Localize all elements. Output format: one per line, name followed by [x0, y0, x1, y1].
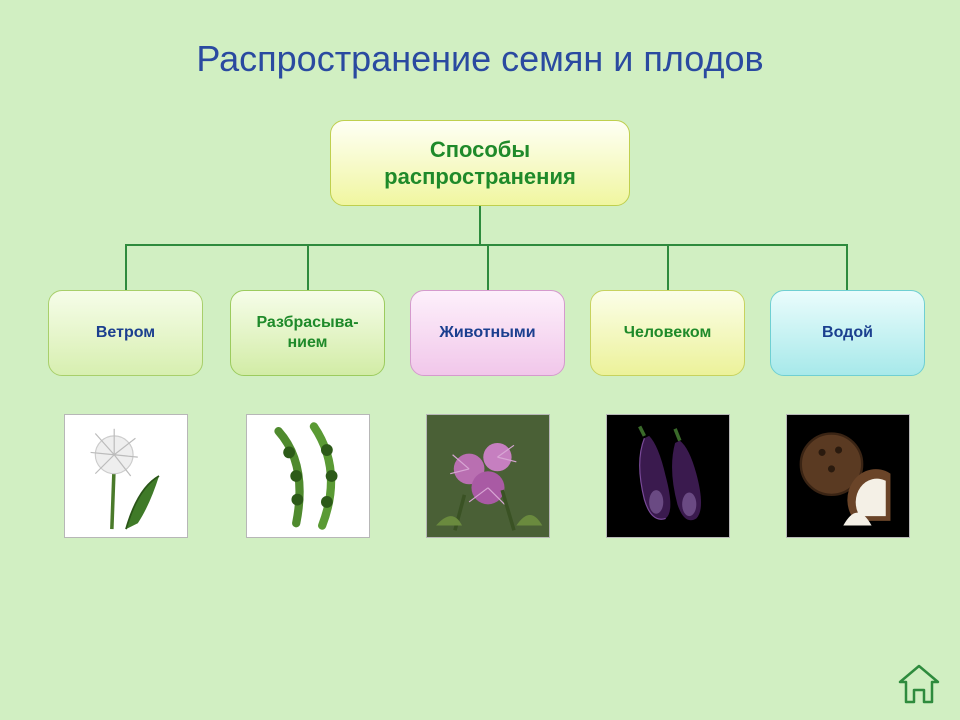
image-peapods	[246, 414, 370, 538]
connector-drop-5	[846, 244, 848, 290]
image-coconut	[786, 414, 910, 538]
connector-root-down	[479, 206, 481, 244]
root-line2: распространения	[384, 163, 576, 191]
child-label: Человеком	[624, 323, 712, 343]
child-node-water: Водой	[770, 290, 925, 376]
root-line1: Способы	[430, 136, 530, 164]
dandelion-icon	[67, 417, 185, 535]
eggplant-icon	[609, 417, 727, 535]
connector-drop-1	[125, 244, 127, 290]
child-label: Ветром	[96, 323, 155, 343]
connector-drop-4	[667, 244, 669, 290]
image-dandelion	[64, 414, 188, 538]
child-label: Разбрасыва-нием	[256, 313, 358, 353]
connector-drop-3	[487, 244, 489, 290]
image-eggplant	[606, 414, 730, 538]
coconut-icon	[789, 417, 907, 535]
burdock-icon	[429, 417, 547, 535]
child-node-wind: Ветром	[48, 290, 203, 376]
connector-drop-2	[307, 244, 309, 290]
page-title: Распространение семян и плодов	[0, 38, 960, 80]
child-node-human: Человеком	[590, 290, 745, 376]
image-burdock	[426, 414, 550, 538]
peapods-icon	[249, 417, 367, 535]
home-icon[interactable]	[896, 662, 942, 706]
child-label: Водой	[822, 323, 873, 343]
child-node-scatter: Разбрасыва-нием	[230, 290, 385, 376]
child-label: Животными	[439, 323, 535, 343]
root-node: Способы распространения	[330, 120, 630, 206]
child-node-animals: Животными	[410, 290, 565, 376]
